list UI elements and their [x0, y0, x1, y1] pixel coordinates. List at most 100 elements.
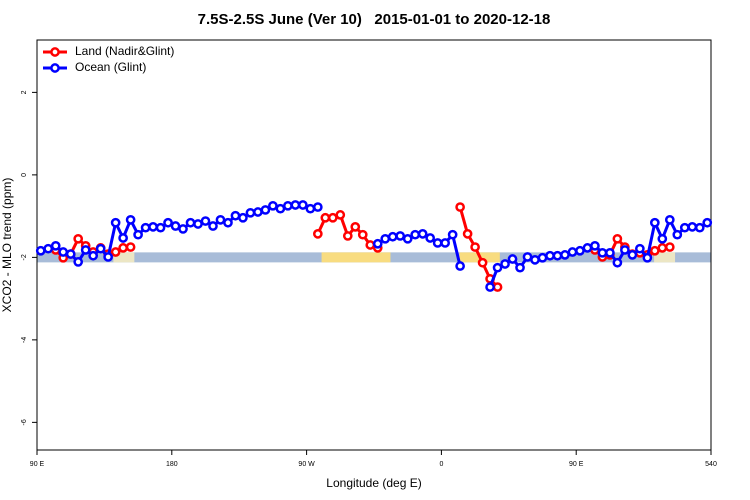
- point: [35, 245, 46, 256]
- point: [245, 207, 256, 218]
- point: [148, 222, 158, 232]
- point: [305, 203, 316, 214]
- point: [687, 222, 698, 232]
- point: [320, 212, 331, 223]
- x-tick-label: 90 E: [569, 461, 584, 468]
- point: [635, 243, 645, 254]
- point: [620, 245, 630, 255]
- point: [65, 249, 76, 259]
- point: [80, 245, 91, 255]
- point: [657, 243, 668, 253]
- point: [545, 250, 555, 261]
- legend-marker: [50, 47, 60, 57]
- point: [193, 219, 203, 229]
- band-segment: [321, 252, 391, 263]
- point: [253, 207, 263, 217]
- point: [522, 252, 533, 262]
- point: [455, 261, 465, 271]
- point: [612, 233, 623, 244]
- y-tick-label: -4: [21, 337, 28, 343]
- point: [312, 229, 323, 239]
- x-tick-label: 540: [705, 461, 717, 468]
- point: [597, 247, 608, 258]
- point: [552, 250, 563, 261]
- band-segment: [113, 252, 135, 263]
- point: [125, 214, 136, 225]
- point: [327, 212, 338, 223]
- point: [88, 250, 99, 261]
- point: [485, 282, 495, 292]
- point: [507, 254, 518, 264]
- chart-title: 7.5S-2.5S June (Ver 10) 2015-01-01 to 20…: [198, 11, 551, 28]
- point: [657, 233, 668, 244]
- legend-label: Land (Nadir&Glint): [75, 44, 174, 58]
- point: [402, 233, 413, 244]
- x-tick-label: 90 E: [30, 461, 45, 468]
- point: [590, 240, 600, 251]
- point: [230, 210, 241, 221]
- x-tick-label: 90 W: [298, 461, 315, 468]
- point: [73, 233, 84, 244]
- point: [50, 240, 61, 251]
- point: [380, 233, 391, 244]
- point: [73, 257, 84, 267]
- point: [664, 242, 675, 252]
- point: [432, 238, 443, 248]
- point: [417, 229, 428, 239]
- point: [178, 224, 188, 234]
- point: [118, 233, 128, 243]
- point: [612, 257, 623, 268]
- point: [170, 221, 181, 231]
- point: [537, 252, 548, 263]
- point: [238, 212, 248, 223]
- point: [447, 229, 458, 240]
- point: [664, 214, 675, 225]
- point: [679, 222, 690, 233]
- point: [43, 243, 54, 254]
- point: [110, 247, 121, 257]
- point: [500, 259, 510, 269]
- point: [492, 282, 503, 292]
- point: [672, 229, 683, 240]
- point: [694, 222, 705, 233]
- point: [163, 217, 173, 228]
- point: [425, 233, 436, 243]
- point: [290, 200, 301, 210]
- point: [103, 252, 113, 262]
- x-tick-label: 0: [439, 461, 443, 468]
- point: [95, 243, 106, 254]
- point: [605, 247, 615, 258]
- point: [283, 200, 293, 211]
- point: [470, 242, 480, 252]
- point: [440, 238, 450, 248]
- point: [357, 229, 368, 240]
- point: [372, 238, 383, 249]
- y-tick-label: 2: [21, 90, 28, 94]
- point: [118, 243, 128, 253]
- point: [140, 222, 151, 233]
- y-tick-label: -6: [21, 419, 28, 425]
- point: [185, 217, 196, 228]
- point: [200, 216, 211, 226]
- y-tick-label: 0: [21, 173, 28, 177]
- point: [350, 222, 361, 232]
- point: [395, 231, 406, 241]
- legend-label: Ocean (Glint): [75, 60, 146, 74]
- point: [567, 247, 578, 257]
- point: [133, 229, 143, 240]
- point: [275, 203, 286, 214]
- point: [702, 217, 713, 228]
- point: [455, 202, 465, 212]
- point: [387, 231, 398, 242]
- point: [642, 252, 653, 263]
- legend-marker: [50, 63, 60, 73]
- x-tick-label: 180: [166, 461, 178, 468]
- point: [649, 217, 660, 228]
- point: [208, 221, 218, 231]
- point: [268, 200, 278, 211]
- point: [627, 250, 638, 260]
- point: [530, 254, 540, 265]
- point: [312, 202, 323, 212]
- point: [582, 243, 593, 253]
